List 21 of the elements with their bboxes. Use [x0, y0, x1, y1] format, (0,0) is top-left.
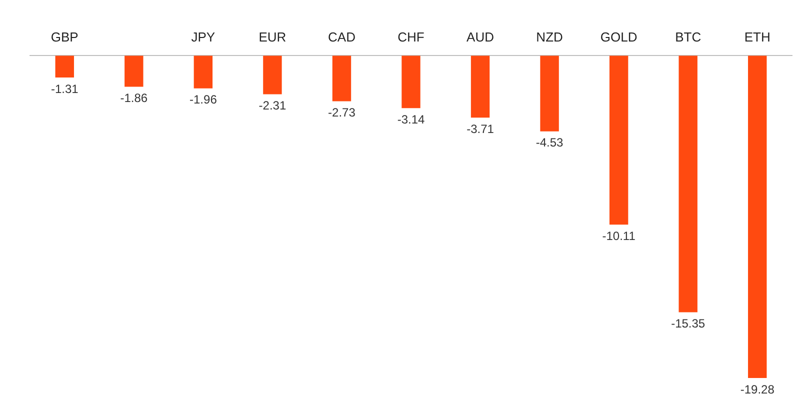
x-tick-label: GOLD — [600, 29, 638, 44]
data-label: -19.28 — [740, 382, 775, 396]
data-label: -1.31 — [50, 82, 79, 96]
data-label: -4.53 — [536, 136, 564, 150]
x-tick-label: NZD — [536, 29, 563, 44]
data-label: -1.86 — [120, 91, 148, 106]
data-label: -10.11 — [602, 228, 636, 243]
x-tick-label: BTC — [675, 29, 702, 44]
data-label: -1.96 — [190, 92, 218, 107]
x-tick-label: JPY — [191, 29, 216, 44]
data-label: -15.35 — [671, 316, 706, 331]
x-tick-label: AUD — [466, 29, 494, 44]
x-tick-label: CHF — [398, 29, 424, 44]
x-tick-label: CAD — [328, 29, 356, 44]
data-label: -3.14 — [397, 112, 425, 126]
x-tick-label: GBP — [50, 29, 78, 44]
data-label: -2.73 — [328, 106, 356, 120]
x-tick-label: ETH — [744, 29, 770, 44]
x-tick-label: EUR — [258, 29, 286, 44]
data-label: -3.71 — [466, 122, 494, 136]
data-label: -2.31 — [258, 98, 286, 113]
